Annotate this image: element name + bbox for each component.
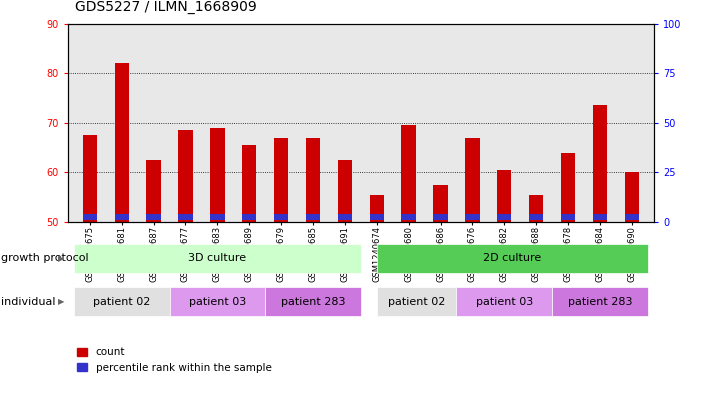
- Bar: [169, 287, 265, 316]
- Text: growth protocol: growth protocol: [1, 253, 89, 263]
- Bar: [593, 214, 607, 220]
- Bar: [370, 195, 384, 222]
- Bar: [377, 244, 648, 273]
- Bar: [210, 128, 225, 222]
- Bar: [497, 214, 511, 220]
- Bar: [242, 214, 257, 220]
- Bar: [274, 214, 288, 220]
- Bar: [178, 130, 193, 222]
- Bar: [265, 287, 361, 316]
- Bar: [338, 160, 352, 222]
- Bar: [552, 287, 648, 316]
- Bar: [593, 105, 607, 222]
- Bar: [625, 214, 639, 220]
- Bar: [82, 214, 97, 220]
- Text: 3D culture: 3D culture: [188, 253, 247, 263]
- Text: patient 283: patient 283: [281, 297, 346, 307]
- Bar: [434, 185, 448, 222]
- Bar: [82, 135, 97, 222]
- Bar: [178, 214, 193, 220]
- Text: 2D culture: 2D culture: [483, 253, 541, 263]
- Bar: [74, 244, 361, 273]
- Text: patient 02: patient 02: [388, 297, 445, 307]
- Text: patient 02: patient 02: [93, 297, 151, 307]
- Bar: [456, 287, 552, 316]
- Text: GDS5227 / ILMN_1668909: GDS5227 / ILMN_1668909: [75, 0, 257, 14]
- Legend: count, percentile rank within the sample: count, percentile rank within the sample: [73, 343, 276, 377]
- Bar: [114, 214, 129, 220]
- Bar: [561, 152, 575, 222]
- Text: patient 03: patient 03: [476, 297, 533, 307]
- Text: individual: individual: [1, 297, 56, 307]
- Text: patient 03: patient 03: [188, 297, 246, 307]
- Bar: [402, 125, 416, 222]
- Bar: [561, 214, 575, 220]
- Bar: [338, 214, 352, 220]
- Bar: [465, 214, 480, 220]
- Bar: [465, 138, 480, 222]
- Bar: [114, 63, 129, 222]
- Bar: [529, 195, 543, 222]
- Bar: [146, 160, 161, 222]
- Bar: [497, 170, 511, 222]
- Text: patient 283: patient 283: [567, 297, 632, 307]
- Bar: [242, 145, 257, 222]
- Bar: [377, 287, 456, 316]
- Text: ▶: ▶: [58, 254, 64, 263]
- Bar: [402, 214, 416, 220]
- Bar: [529, 214, 543, 220]
- Bar: [370, 214, 384, 220]
- Bar: [74, 287, 169, 316]
- Bar: [210, 214, 225, 220]
- Bar: [306, 138, 320, 222]
- Bar: [274, 138, 288, 222]
- Text: ▶: ▶: [58, 297, 64, 306]
- Bar: [306, 214, 320, 220]
- Bar: [625, 173, 639, 222]
- Bar: [434, 214, 448, 220]
- Bar: [146, 214, 161, 220]
